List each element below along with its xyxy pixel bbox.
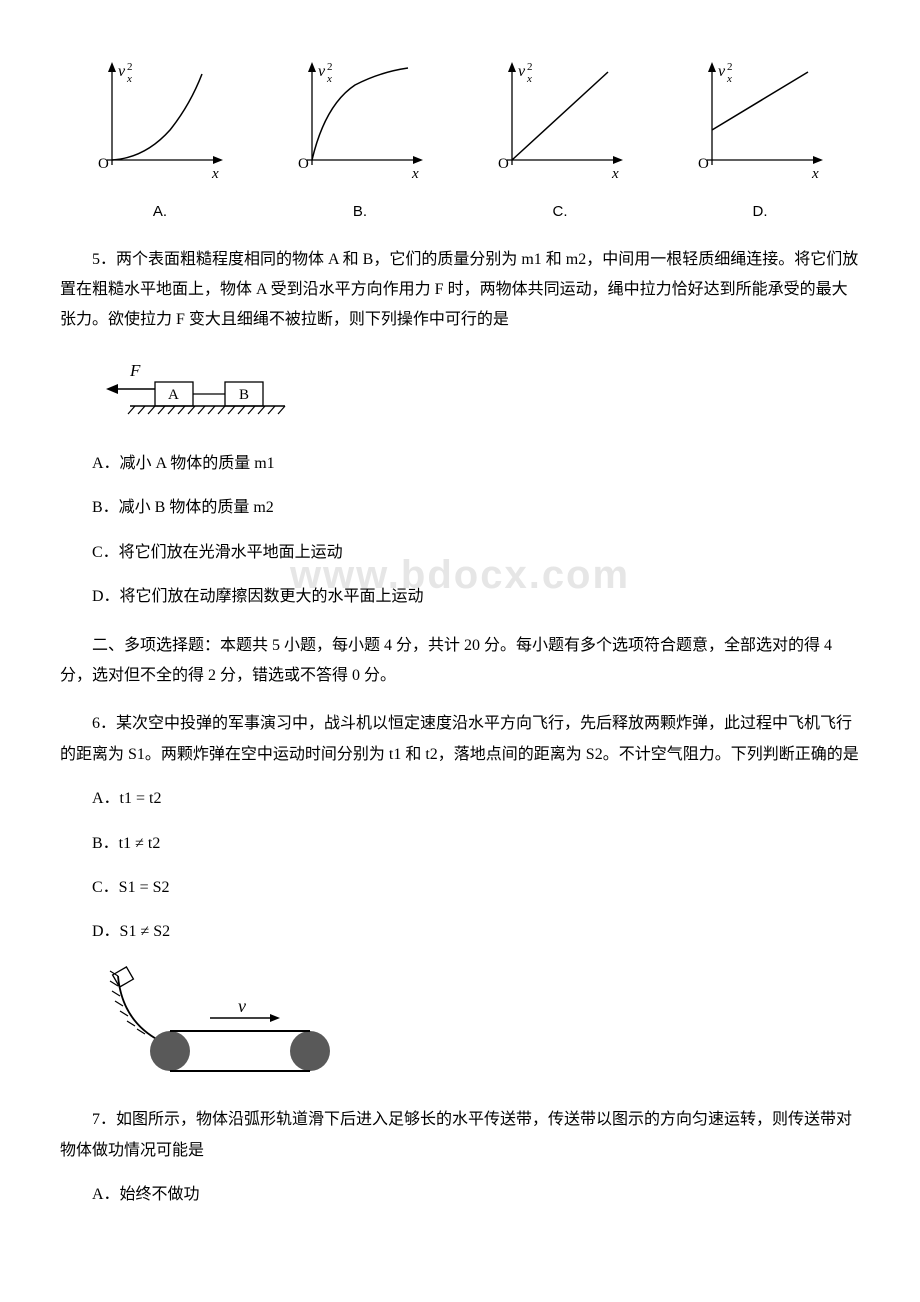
svg-text:2: 2 xyxy=(327,61,333,73)
q7-diagram-svg: v xyxy=(100,966,350,1076)
force-label: F xyxy=(129,361,141,380)
svg-text:2: 2 xyxy=(727,61,733,73)
chart-label-a: A. xyxy=(153,198,167,227)
svg-text:v: v xyxy=(718,63,726,80)
chart-b-svg: v 2 x O x xyxy=(290,60,430,190)
q7-option-a: A．始终不做功 xyxy=(60,1180,860,1210)
q5-option-b: B．减小 B 物体的质量 m2 xyxy=(60,493,860,523)
svg-text:O: O xyxy=(298,156,309,172)
svg-text:v: v xyxy=(238,996,246,1016)
chart-d-svg: v 2 x O x xyxy=(690,60,830,190)
q7-text: 7．如图所示，物体沿弧形轨道滑下后进入足够长的水平传送带，传送带以图示的方向匀速… xyxy=(60,1105,860,1166)
q6-option-c: C．S1 = S2 xyxy=(60,873,860,903)
q6-option-d: D．S1 ≠ S2 xyxy=(60,917,860,947)
section2-text: 二、多项选择题：本题共 5 小题，每小题 4 分，共计 20 分。每小题有多个选… xyxy=(60,631,860,692)
q5-option-c: C．将它们放在光滑水平地面上运动 xyxy=(60,538,860,568)
svg-text:x: x xyxy=(211,166,219,182)
chart-c-svg: v 2 x O x xyxy=(490,60,630,190)
chart-option-d: v 2 x O x D. xyxy=(690,60,830,227)
svg-text:A: A xyxy=(168,387,179,403)
svg-text:x: x xyxy=(411,166,419,182)
chart-a-svg: v 2 x O x xyxy=(90,60,230,190)
chart-option-b: v 2 x O x B. xyxy=(290,60,430,227)
svg-text:x: x xyxy=(811,166,819,182)
q6-option-a: A．t1 = t2 xyxy=(60,784,860,814)
chart-options-row: v 2 x O x A. v 2 x O x B. v xyxy=(60,60,860,227)
q5-diagram-svg: F A B xyxy=(100,354,300,424)
svg-text:B: B xyxy=(239,387,249,403)
q5-diagram: F A B xyxy=(100,354,860,435)
q5-text: 5．两个表面粗糙程度相同的物体 A 和 B，它们的质量分别为 m1 和 m2，中… xyxy=(60,245,860,336)
q5-option-a: A．减小 A 物体的质量 m1 xyxy=(60,449,860,479)
q6-option-b: B．t1 ≠ t2 xyxy=(60,829,860,859)
q7-diagram: v xyxy=(100,966,860,1087)
svg-text:x: x xyxy=(326,73,332,85)
svg-text:x: x xyxy=(126,73,132,85)
chart-label-d: D. xyxy=(753,198,768,227)
chart-label-c: C. xyxy=(553,198,568,227)
svg-text:2: 2 xyxy=(127,61,133,73)
chart-option-a: v 2 x O x A. xyxy=(90,60,230,227)
q5-option-d: D．将它们放在动摩擦因数更大的水平面上运动 xyxy=(60,582,860,612)
svg-text:O: O xyxy=(498,156,509,172)
svg-text:v: v xyxy=(318,63,326,80)
svg-text:x: x xyxy=(726,73,732,85)
q6-text: 6．某次空中投弹的军事演习中，战斗机以恒定速度沿水平方向飞行，先后释放两颗炸弹，… xyxy=(60,709,860,770)
chart-option-c: v 2 x O x C. xyxy=(490,60,630,227)
svg-text:x: x xyxy=(526,73,532,85)
svg-text:x: x xyxy=(611,166,619,182)
svg-text:v: v xyxy=(118,63,126,80)
svg-text:v: v xyxy=(518,63,526,80)
svg-text:O: O xyxy=(98,156,109,172)
chart-label-b: B. xyxy=(353,198,367,227)
svg-text:2: 2 xyxy=(527,61,533,73)
svg-text:O: O xyxy=(698,156,709,172)
